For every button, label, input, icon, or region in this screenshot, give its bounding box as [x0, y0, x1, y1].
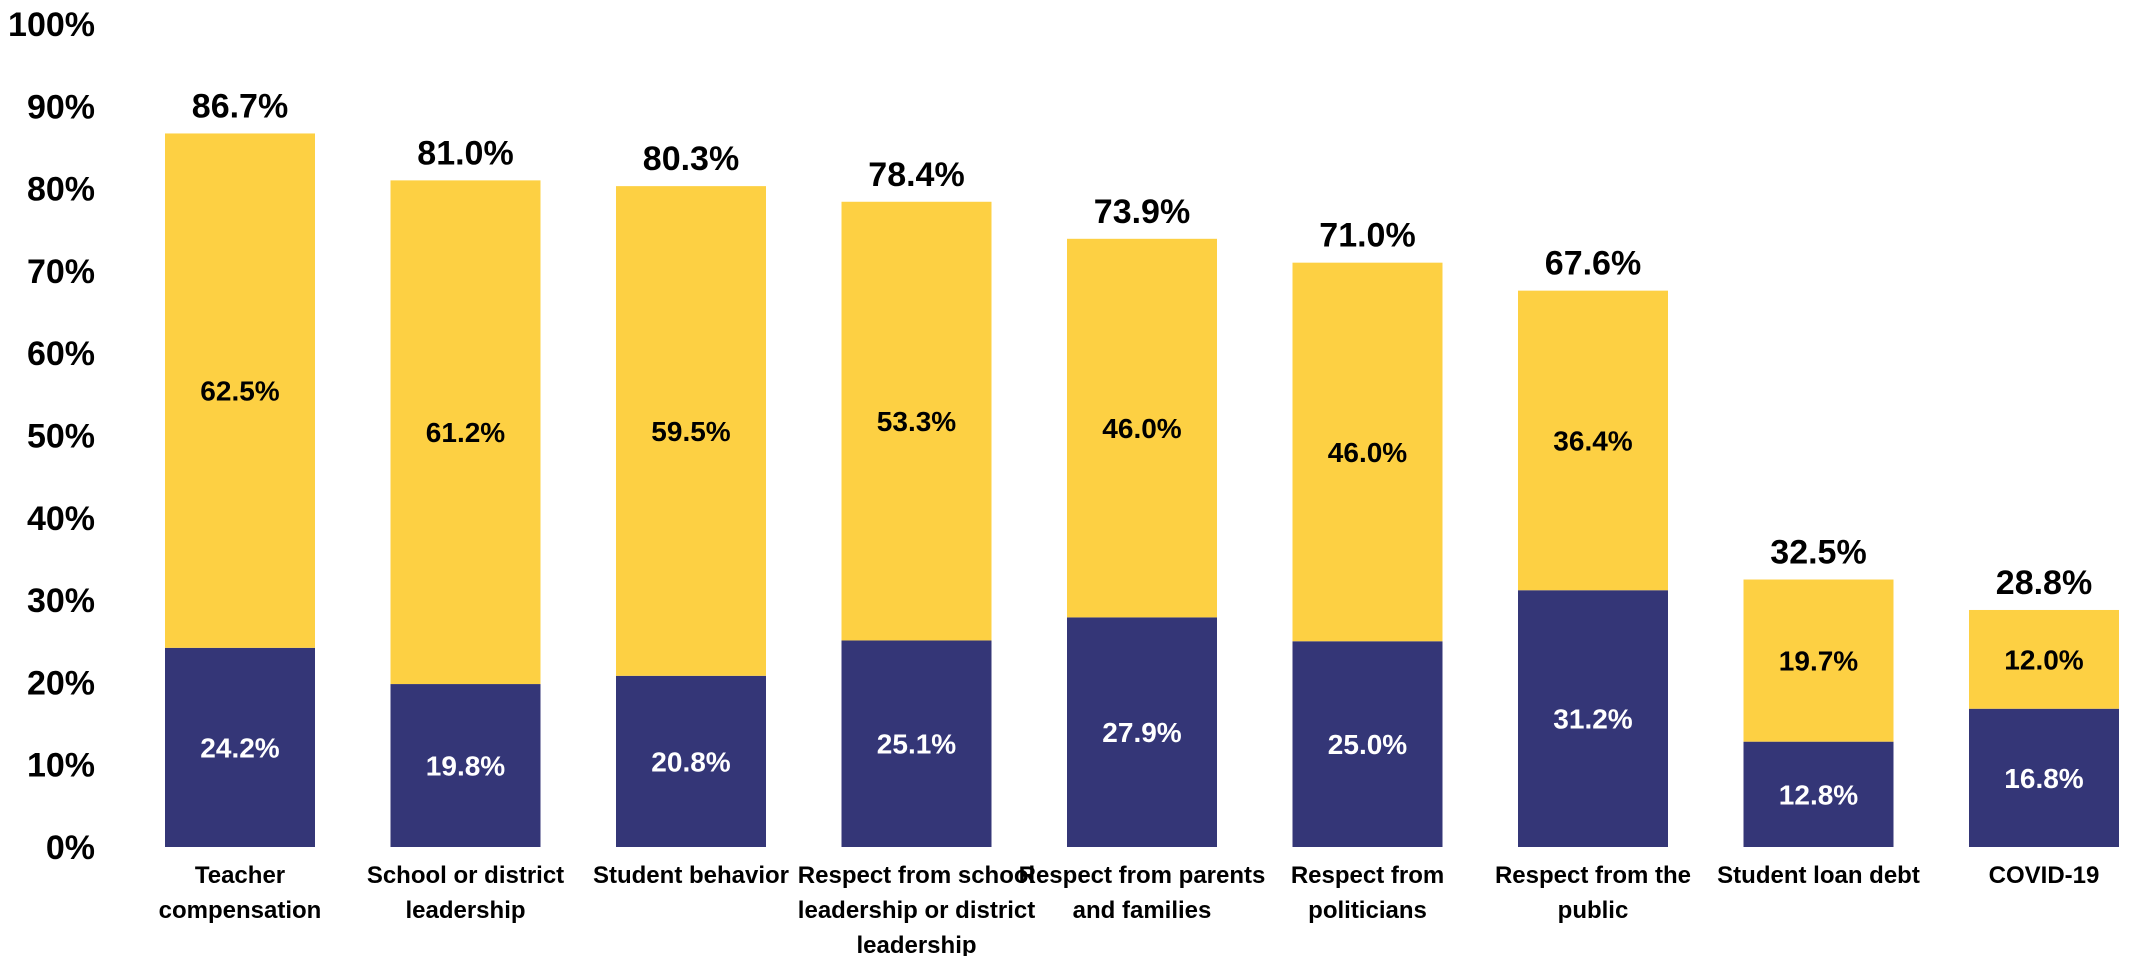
category-label-line: School or district: [367, 862, 564, 889]
category-label: Respect from school leadership or distric…: [798, 862, 1035, 956]
category-label-line: Respect from: [1291, 862, 1444, 889]
data-label-top: 62.5%: [200, 376, 279, 407]
data-label-top: 53.3%: [877, 406, 956, 437]
bar-segment-bottom: [165, 647, 315, 847]
category-label: School or district leadership: [367, 862, 564, 924]
data-label-top: 61.2%: [426, 417, 505, 448]
total-label: 67.6%: [1545, 245, 1641, 283]
category-label-line: politicians: [1308, 897, 1427, 924]
x-axis: Teacher compensation School or district lea…: [159, 862, 2100, 956]
category-label-line: Student behavior: [593, 862, 789, 889]
data-label-top: 19.7%: [1779, 646, 1858, 677]
y-tick-label: 40%: [27, 500, 95, 538]
bar-segment-top: [1969, 609, 2119, 709]
bar-segment-top: [1292, 262, 1443, 642]
category-label-line: and families: [1073, 897, 1212, 924]
category-label-line: COVID-19: [1989, 862, 2100, 889]
bar-segment-top: [1743, 579, 1894, 742]
category-label: Respect from parents and families: [1019, 862, 1266, 924]
data-label-top: 12.0%: [2004, 644, 2083, 675]
data-label-bottom: 12.8%: [1779, 779, 1858, 810]
bar-segment-bottom: [1518, 590, 1668, 847]
category-label: Teacher compensation: [159, 862, 322, 924]
data-label-bottom: 25.1%: [877, 729, 956, 760]
y-tick-label: 60%: [27, 335, 95, 373]
category-label-line: Respect from the: [1495, 862, 1691, 889]
data-label-bottom: 16.8%: [2004, 763, 2083, 794]
category-label-line: compensation: [159, 897, 322, 924]
y-axis: 0% 10% 20% 30% 40% 50% 60% 70% 80% 90% 100%: [8, 6, 95, 867]
y-tick-label: 20%: [27, 664, 95, 702]
data-label-bottom: 24.2%: [200, 732, 279, 763]
bar-segment-bottom: [616, 675, 766, 847]
total-label: 81.0%: [417, 134, 513, 172]
category-label-line: Teacher: [195, 862, 285, 889]
bar-segment-bottom: [1969, 708, 2119, 847]
total-label: 71.0%: [1319, 217, 1415, 255]
data-label-bottom: 20.8%: [651, 746, 730, 777]
bar-segment-top: [1067, 238, 1217, 618]
bar-segment-bottom: [1292, 641, 1443, 847]
y-tick-label: 100%: [8, 6, 95, 44]
bar-segment-top: [841, 201, 992, 641]
category-label: Student behavior: [593, 862, 789, 889]
bar-segment-top: [1518, 290, 1668, 591]
bar-segment-bottom: [1743, 741, 1894, 847]
category-label: Respect from the public: [1495, 862, 1691, 924]
category-label: Student loan debt: [1717, 862, 1920, 889]
y-tick-label: 80%: [27, 171, 95, 209]
y-tick-label: 70%: [27, 253, 95, 291]
category-label-line: Student loan debt: [1717, 862, 1920, 889]
total-label: 28.8%: [1996, 564, 2092, 602]
bar-segment-top: [165, 133, 315, 648]
bar-segment-top: [390, 180, 541, 685]
y-tick-label: 10%: [27, 747, 95, 785]
category-label: Respect from politicians: [1291, 862, 1444, 924]
data-label-bottom: 27.9%: [1102, 717, 1181, 748]
category-label-line: leadership: [405, 897, 525, 924]
data-label-bottom: 31.2%: [1553, 704, 1632, 735]
bar-segment-top: [616, 186, 766, 676]
bars: 24.2% 62.5% 86.7% 19.8% 61.2% 81.0% 20.8% 59.5%…: [165, 87, 2119, 847]
data-label-top: 59.5%: [651, 416, 730, 447]
category-label: COVID-19: [1989, 862, 2100, 889]
total-label: 80.3%: [643, 140, 739, 178]
total-label: 73.9%: [1094, 193, 1190, 231]
data-label-top: 46.0%: [1328, 437, 1407, 468]
y-tick-label: 90%: [27, 88, 95, 126]
data-label-top: 46.0%: [1102, 413, 1181, 444]
total-label: 32.5%: [1770, 534, 1866, 572]
data-label-bottom: 19.8%: [426, 751, 505, 782]
bar-segment-bottom: [1067, 617, 1217, 847]
y-tick-label: 30%: [27, 582, 95, 620]
category-label-line: Respect from school: [798, 862, 1035, 889]
bar-segment-bottom: [390, 684, 541, 847]
total-label: 86.7%: [192, 87, 288, 125]
bar-segment-bottom: [841, 640, 992, 847]
category-label-line: Respect from parents: [1019, 862, 1266, 889]
data-label-top: 36.4%: [1553, 425, 1632, 456]
category-label-line: leadership: [856, 932, 976, 956]
category-label-line: leadership or district: [798, 897, 1035, 924]
category-label-line: public: [1558, 897, 1629, 924]
data-label-bottom: 25.0%: [1328, 729, 1407, 760]
y-tick-label: 50%: [27, 418, 95, 456]
total-label: 78.4%: [868, 156, 964, 194]
y-tick-label: 0%: [46, 829, 95, 867]
